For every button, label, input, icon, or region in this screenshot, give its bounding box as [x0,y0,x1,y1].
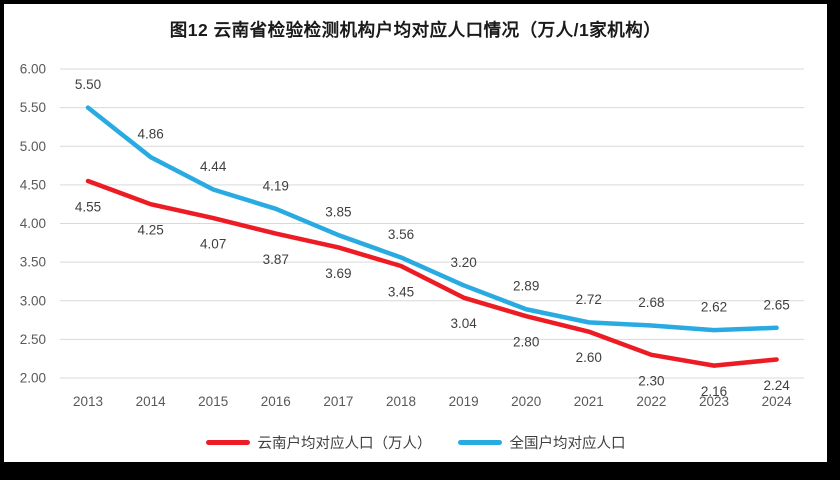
data-label-yunnan: 3.04 [450,316,477,331]
legend-line-swatch-national [457,440,502,445]
y-axis-tick: 4.50 [20,177,46,192]
plot-area: 6.00 5.50 5.00 4.50 4.00 3.50 3.00 2.50 2.00 2013… [20,62,804,409]
legend-item-yunnan: 云南户均对应人口（万人） [205,432,432,453]
x-axis-tick: 2013 [73,394,103,409]
y-axis-tick: 3.00 [20,293,46,308]
data-label-national: 2.68 [638,295,664,310]
data-label-national: 5.50 [75,77,101,92]
data-label-yunnan: 4.25 [137,223,163,238]
data-label-national: 3.56 [388,227,414,242]
x-axis-tick: 2017 [323,394,353,409]
legend-line-swatch-yunnan [205,440,250,445]
data-label-national: 3.85 [325,205,351,220]
y-axis-tick: 3.50 [20,255,46,270]
y-axis-tick: 5.50 [20,100,46,115]
x-axis-tick: 2014 [136,394,167,409]
data-label-yunnan: 4.07 [200,237,226,252]
legend: 云南户均对应人口（万人） 全国户均对应人口 [4,432,827,453]
data-label-national: 2.62 [701,300,727,315]
y-axis-tick: 2.00 [20,371,46,386]
data-label-national: 3.20 [450,255,476,270]
data-label-national: 4.44 [200,159,227,174]
y-axis-tick: 6.00 [20,62,46,77]
data-label-yunnan: 2.30 [638,373,664,388]
series-line-yunnan [85,178,779,368]
y-axis-tick: 4.00 [20,216,46,231]
x-axis-tick: 2016 [261,394,291,409]
data-label-national: 2.89 [513,279,539,294]
x-axis-tick: 2024 [762,394,793,409]
x-axis-tick: 2023 [699,394,729,409]
series-line-national [85,105,779,333]
x-axis-tick: 2020 [511,394,541,409]
data-label-yunnan: 4.55 [75,200,101,215]
data-label-yunnan: 2.60 [576,350,602,365]
data-label-yunnan: 3.45 [388,284,414,299]
data-label-national: 4.86 [137,127,163,142]
legend-label-yunnan: 云南户均对应人口（万人） [257,436,432,452]
x-axis-tick: 2015 [198,394,228,409]
x-axis-tick: 2022 [636,394,666,409]
legend-item-national: 全国户均对应人口 [457,432,626,453]
chart-title: 图12 云南省检验检测机构户均对应人口情况（万人/1家机构） [169,20,662,40]
data-label-national: 2.72 [576,292,602,307]
chart-panel: 图12 云南省检验检测机构户均对应人口情况（万人/1家机构） 6.00 5.50 5… [4,4,827,462]
data-label-national: 4.19 [263,178,289,193]
data-label-yunnan: 2.80 [513,335,539,350]
data-label-national: 2.65 [763,297,789,312]
x-axis-tick: 2018 [386,394,416,409]
data-label-yunnan: 3.87 [263,252,289,267]
data-label-yunnan: 3.69 [325,266,351,281]
y-axis-tick: 5.00 [20,139,46,154]
y-axis-tick: 2.50 [20,332,46,347]
x-axis-tick: 2019 [449,394,479,409]
data-label-yunnan: 2.24 [763,378,790,393]
legend-label-national: 全国户均对应人口 [509,436,626,452]
data-label-yunnan: 2.16 [701,384,727,399]
x-axis-tick: 2021 [574,394,604,409]
